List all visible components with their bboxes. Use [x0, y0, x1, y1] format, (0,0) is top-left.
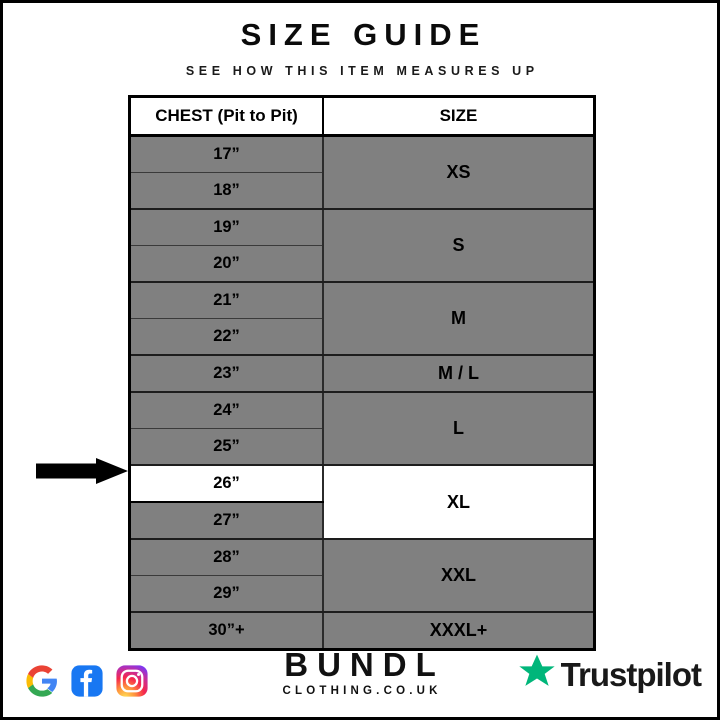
- size-value: XXL: [323, 539, 593, 613]
- table-row[interactable]: 30”+ XXXL+: [131, 612, 593, 648]
- table-row[interactable]: 23” M / L: [131, 355, 593, 393]
- footer: BUNDL CLOTHING.CO.UK Trustpilot: [3, 637, 717, 711]
- size-value: S: [323, 209, 593, 283]
- chest-value: 20”: [131, 245, 324, 283]
- table-row[interactable]: 22”: [131, 318, 593, 356]
- size-value: M: [323, 282, 593, 356]
- social-links: [25, 664, 149, 703]
- chest-value: 17”: [131, 135, 324, 173]
- chest-value: 25”: [131, 428, 324, 466]
- size-table: CHEST (Pit to Pit) SIZE 17” XS 18” 19” S: [131, 98, 593, 648]
- size-value: XS: [323, 135, 593, 210]
- chest-value: 27”: [131, 502, 324, 540]
- column-header-chest: CHEST (Pit to Pit): [131, 98, 324, 137]
- google-icon[interactable]: [25, 664, 59, 703]
- table-row-highlighted[interactable]: 26” XL: [131, 465, 593, 540]
- table-row[interactable]: 29”: [131, 575, 593, 613]
- table-row[interactable]: 19” S: [131, 209, 593, 283]
- chest-value: 29”: [131, 575, 324, 613]
- brand-logo: BUNDL CLOTHING.CO.UK: [3, 648, 717, 697]
- chest-value: 18”: [131, 172, 324, 210]
- table-row[interactable]: 17” XS: [131, 135, 593, 210]
- chest-value: 23”: [131, 355, 324, 393]
- brand-domain: CLOTHING.CO.UK: [282, 685, 442, 697]
- size-value-highlighted: XL: [323, 465, 593, 540]
- facebook-icon[interactable]: [70, 664, 104, 703]
- size-value: L: [323, 392, 593, 466]
- table-header-row: CHEST (Pit to Pit) SIZE: [131, 98, 593, 137]
- size-table-container: CHEST (Pit to Pit) SIZE 17” XS 18” 19” S: [128, 95, 596, 651]
- table-row[interactable]: 24” L: [131, 392, 593, 466]
- trustpilot-logo[interactable]: Trustpilot: [517, 652, 702, 697]
- size-value: M / L: [323, 355, 593, 393]
- table-row[interactable]: 28” XXL: [131, 539, 593, 613]
- chest-value: 30”+: [131, 612, 324, 648]
- page-title: SIZE GUIDE: [240, 17, 487, 52]
- chest-value: 19”: [131, 209, 324, 246]
- table-row[interactable]: 18”: [131, 172, 593, 210]
- table-row[interactable]: 27”: [131, 502, 593, 540]
- column-header-size: SIZE: [323, 98, 593, 137]
- trustpilot-label: Trustpilot: [560, 656, 702, 693]
- brand-name: BUNDL: [284, 646, 445, 683]
- size-value: XXXL+: [323, 612, 593, 648]
- chest-value: 22”: [131, 318, 324, 356]
- chest-value: 28”: [131, 539, 324, 576]
- table-row[interactable]: 25”: [131, 428, 593, 466]
- chest-value-highlighted: 26”: [131, 465, 324, 503]
- instagram-icon[interactable]: [115, 664, 149, 703]
- star-icon: [517, 652, 557, 697]
- chest-value: 24”: [131, 392, 324, 429]
- table-body: 17” XS 18” 19” S 20” 21” M: [131, 135, 593, 648]
- header: SIZE GUIDE SEE HOW THIS ITEM MEASURES UP: [3, 3, 717, 78]
- chest-value: 21”: [131, 282, 324, 319]
- arrow-right-icon: [36, 458, 128, 484]
- table-row[interactable]: 20”: [131, 245, 593, 283]
- table-row[interactable]: 21” M: [131, 282, 593, 356]
- page-subtitle: SEE HOW THIS ITEM MEASURES UP: [185, 63, 539, 78]
